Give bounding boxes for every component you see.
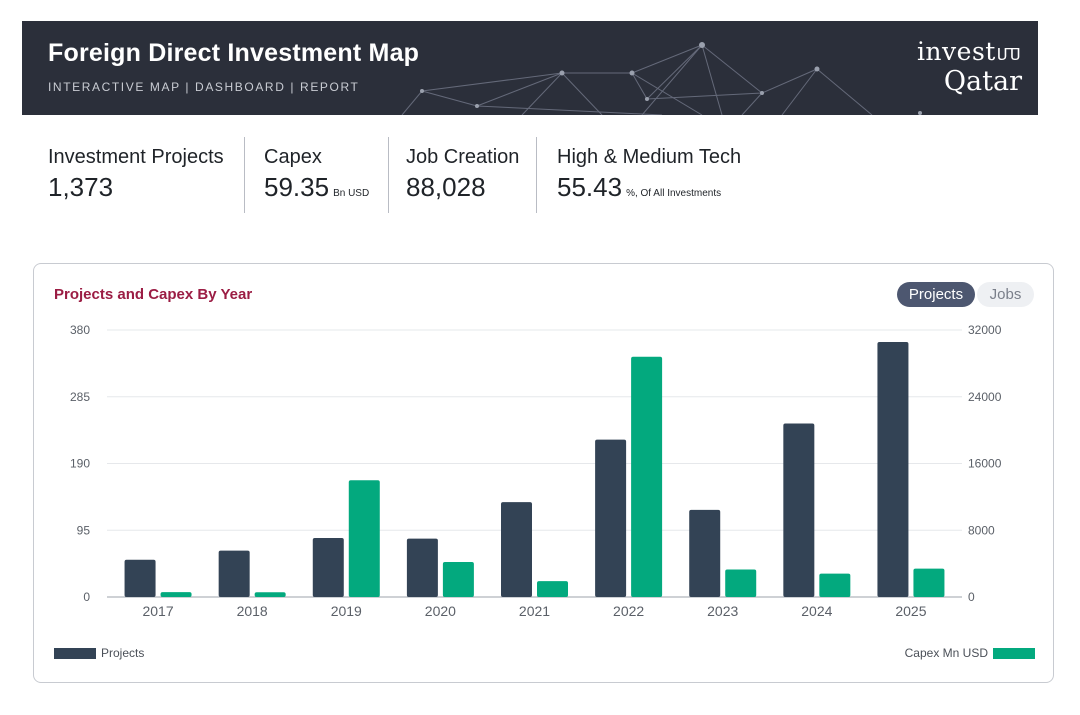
- legend-swatch-capex: [993, 648, 1035, 660]
- bar-projects: [406, 538, 438, 597]
- legend-capex[interactable]: Capex Mn USD: [905, 646, 1035, 660]
- x-tick-label: 2018: [237, 603, 268, 619]
- left-tick-label: 190: [70, 457, 90, 471]
- kpi-value: 55.43%, Of All Investments: [557, 172, 741, 203]
- legend-projects[interactable]: Projects: [54, 646, 144, 660]
- right-tick-label: 32000: [968, 323, 1002, 337]
- kpi-label: Job Creation: [406, 146, 520, 168]
- bar-capex: [631, 356, 663, 597]
- x-tick-label: 2020: [425, 603, 456, 619]
- bar-capex: [160, 592, 192, 597]
- right-tick-label: 24000: [968, 390, 1002, 404]
- kpi-divider: [388, 137, 389, 213]
- x-tick-label: 2024: [801, 603, 832, 619]
- page-title: Foreign Direct Investment Map: [48, 39, 420, 67]
- left-tick-label: 0: [83, 590, 90, 604]
- bar-capex: [442, 561, 474, 597]
- chart-title: Projects and Capex By Year: [54, 286, 253, 303]
- brand-logo-line1: investஶ: [916, 37, 1022, 66]
- bar-projects: [783, 423, 815, 597]
- bar-projects: [689, 509, 721, 597]
- bar-projects: [312, 537, 344, 597]
- left-tick-label: 285: [70, 390, 90, 404]
- brand-logo-line2: Qatar: [943, 66, 1022, 97]
- header-banner: Foreign Direct Investment Map INTERACTIV…: [22, 21, 1038, 115]
- toggle-projects[interactable]: Projects: [897, 282, 975, 307]
- right-tick-label: 0: [968, 590, 975, 604]
- bar-capex: [254, 592, 286, 597]
- kpi-label: High & Medium Tech: [557, 146, 742, 168]
- kpi-divider: [244, 137, 245, 213]
- kpi-value: 1,373: [48, 172, 224, 203]
- kpi-job-creation: Job Creation 88,028: [406, 137, 519, 213]
- page-subtitle: INTERACTIVE MAP | DASHBOARD | REPORT: [48, 80, 360, 94]
- bar-projects: [218, 550, 250, 597]
- legend-label: Capex Mn USD: [904, 646, 988, 660]
- bar-capex: [725, 569, 757, 597]
- x-tick-label: 2019: [331, 603, 362, 619]
- bar-capex: [348, 480, 380, 597]
- bar-projects: [124, 559, 156, 597]
- left-tick-label: 380: [70, 323, 90, 337]
- x-tick-label: 2025: [895, 603, 926, 619]
- kpi-label: Capex: [264, 146, 322, 168]
- kpi-number: 1,373: [48, 172, 114, 202]
- legend-swatch-projects: [54, 648, 96, 660]
- kpi-number: 55.43: [557, 172, 623, 202]
- kpi-divider: [536, 137, 537, 213]
- x-tick-label: 2023: [707, 603, 738, 619]
- kpi-number: 88,028: [406, 172, 486, 202]
- bar-projects: [877, 341, 909, 597]
- toggle-jobs[interactable]: Jobs: [977, 282, 1034, 307]
- x-tick-label: 2021: [519, 603, 550, 619]
- legend-label: Projects: [101, 646, 145, 660]
- bar-capex: [537, 581, 568, 597]
- kpi-capex: Capex 59.35 Bn USD: [264, 137, 369, 213]
- kpi-label: Investment Projects: [48, 146, 224, 168]
- bar-projects: [595, 439, 627, 597]
- bar-projects: [501, 502, 532, 597]
- kpi-value: 88,028: [406, 172, 519, 203]
- x-tick-label: 2022: [613, 603, 644, 619]
- kpi-unit: %, Of All Investments: [626, 188, 722, 199]
- network-graphic: [401, 42, 922, 115]
- left-tick-label: 95: [77, 523, 91, 537]
- bar-capex: [913, 568, 945, 597]
- bar-chart: 0 95 190 285 380 0 8000 16000 24000 32000 2017 2018…: [70, 323, 1002, 619]
- right-tick-label: 8000: [968, 523, 995, 537]
- kpi-high-medium-tech: High & Medium Tech 55.43%, Of All Invest…: [557, 137, 741, 213]
- kpi-unit: Bn USD: [333, 188, 370, 199]
- kpi-value: 59.35 Bn USD: [264, 172, 369, 203]
- x-tick-label: 2017: [142, 603, 173, 619]
- right-tick-label: 16000: [968, 457, 1002, 471]
- kpi-number: 59.35: [264, 172, 330, 202]
- bar-capex: [819, 573, 851, 597]
- kpi-investment-projects: Investment Projects 1,373: [48, 137, 224, 213]
